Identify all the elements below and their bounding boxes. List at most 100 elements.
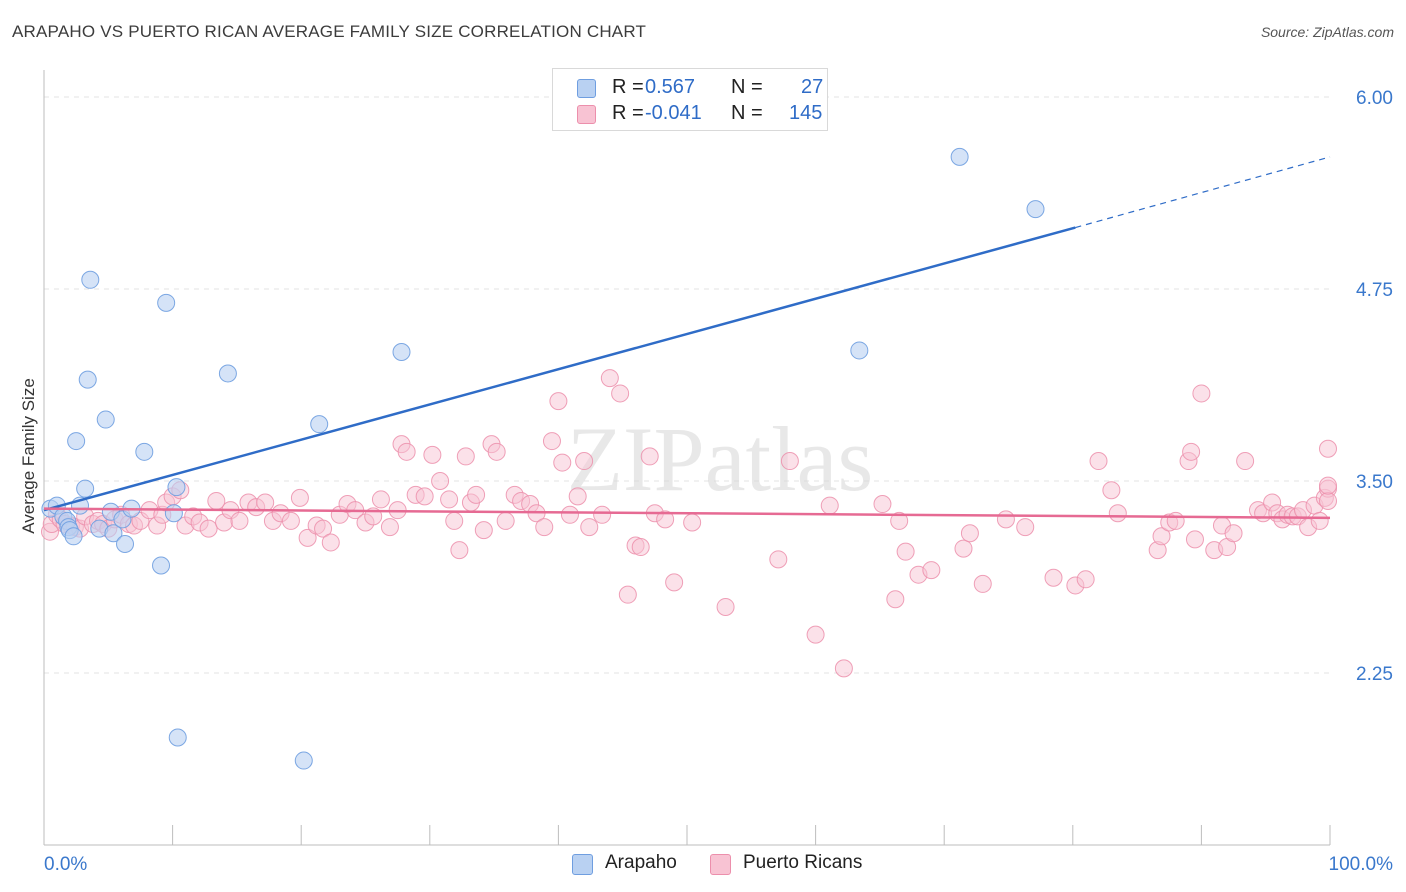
puerto-ricans-point bbox=[256, 493, 275, 512]
x-tick-labels: 0.0% 100.0% bbox=[44, 854, 1393, 875]
arapaho-point bbox=[167, 478, 186, 497]
puerto-ricans-point bbox=[611, 384, 630, 403]
n-label: N = bbox=[731, 76, 763, 98]
puerto-ricans-point bbox=[1016, 518, 1035, 537]
puerto-ricans-point bbox=[896, 542, 915, 561]
puerto-ricans-point bbox=[397, 442, 416, 461]
grid-lines bbox=[44, 96, 1330, 674]
puerto-ricans-point bbox=[618, 585, 637, 604]
source-label: Source: ZipAtlas.com bbox=[1260, 24, 1394, 40]
puerto-ricans-point bbox=[445, 511, 464, 530]
n-value: 145 bbox=[789, 102, 823, 124]
puerto-ricans-point bbox=[683, 513, 702, 532]
arapaho-points bbox=[41, 147, 1045, 770]
legend-label: Arapaho bbox=[605, 852, 677, 873]
puerto-ricans-point bbox=[769, 550, 788, 569]
puerto-ricans-point bbox=[886, 590, 905, 609]
arapaho-point bbox=[64, 527, 83, 546]
puerto-ricans-point bbox=[450, 541, 469, 560]
y-axis-label: Average Family Size bbox=[19, 378, 38, 534]
puerto-ricans-point bbox=[1044, 568, 1063, 587]
puerto-ricans-point bbox=[780, 452, 799, 471]
watermark: ZIPatlas bbox=[567, 408, 874, 510]
puerto-ricans-point bbox=[230, 511, 249, 530]
puerto-ricans-point bbox=[380, 518, 399, 537]
r-value: -0.041 bbox=[645, 102, 702, 124]
puerto-ricans-point bbox=[1166, 511, 1185, 530]
arapaho-point bbox=[218, 364, 237, 383]
arapaho-point bbox=[157, 293, 176, 312]
puerto-ricans-point bbox=[600, 369, 619, 388]
puerto-ricans-point bbox=[496, 511, 515, 530]
chart-title: ARAPAHO VS PUERTO RICAN AVERAGE FAMILY S… bbox=[12, 22, 647, 41]
puerto-ricans-point bbox=[535, 518, 554, 537]
puerto-ricans-point bbox=[1310, 511, 1329, 530]
puerto-ricans-point bbox=[1089, 452, 1108, 471]
puerto-ricans-point bbox=[593, 505, 612, 524]
puerto-ricans-point bbox=[456, 447, 475, 466]
axes bbox=[43, 70, 1331, 846]
puerto-ricans-point bbox=[467, 485, 486, 504]
puerto-ricans-point bbox=[314, 519, 333, 538]
arapaho-point bbox=[164, 504, 183, 523]
x-tick-label: 100.0% bbox=[1329, 854, 1394, 875]
puerto-ricans-point bbox=[415, 487, 434, 506]
arapaho-point bbox=[1026, 200, 1045, 219]
arapaho-point bbox=[152, 556, 171, 575]
puerto-ricans-point bbox=[922, 561, 941, 580]
arapaho-point bbox=[76, 479, 95, 498]
arapaho-point bbox=[67, 432, 86, 451]
arapaho-point bbox=[135, 442, 154, 461]
puerto-ricans-point bbox=[549, 392, 568, 411]
puerto-ricans-point bbox=[431, 472, 450, 490]
legend-label: Puerto Ricans bbox=[743, 852, 863, 873]
puerto-ricans-point bbox=[820, 496, 839, 515]
puerto-ricans-point bbox=[1152, 527, 1171, 546]
puerto-ricans-point bbox=[890, 511, 909, 530]
puerto-ricans-point bbox=[281, 511, 300, 530]
y-tick-label: 4.75 bbox=[1356, 280, 1393, 301]
r-label: R = bbox=[612, 102, 644, 124]
puerto-ricans-point bbox=[640, 447, 659, 466]
y-tick-label: 3.50 bbox=[1356, 472, 1393, 493]
arapaho-point bbox=[392, 342, 411, 361]
puerto-ricans-point bbox=[1319, 476, 1337, 495]
puerto-ricans-swatch bbox=[710, 854, 731, 875]
y-tick-label: 2.25 bbox=[1356, 664, 1393, 685]
y-tick-label: 6.00 bbox=[1356, 88, 1393, 109]
arapaho-point bbox=[850, 341, 869, 360]
arapaho-trend-line bbox=[43, 226, 1076, 512]
arapaho-point bbox=[81, 270, 100, 289]
puerto-ricans-point bbox=[656, 510, 675, 529]
puerto-ricans-point bbox=[1076, 570, 1095, 589]
arapaho-point bbox=[104, 524, 123, 543]
puerto-ricans-point bbox=[568, 487, 587, 506]
arapaho-swatch bbox=[572, 854, 593, 875]
puerto-ricans-point bbox=[1224, 524, 1243, 543]
r-label: R = bbox=[612, 76, 644, 98]
arapaho-point bbox=[116, 534, 135, 553]
r-value: 0.567 bbox=[645, 76, 696, 98]
puerto-ricans-point bbox=[423, 445, 442, 464]
puerto-ricans-point bbox=[371, 490, 390, 509]
trend-lines bbox=[43, 156, 1331, 520]
arapaho-swatch bbox=[577, 79, 596, 98]
puerto-ricans-point bbox=[1108, 504, 1127, 523]
puerto-ricans-swatch bbox=[577, 105, 596, 124]
puerto-ricans-point bbox=[290, 488, 309, 507]
n-value: 27 bbox=[801, 76, 824, 98]
puerto-ricans-point bbox=[1182, 442, 1201, 461]
puerto-ricans-point bbox=[834, 659, 853, 678]
puerto-ricans-point bbox=[873, 495, 892, 514]
puerto-ricans-point bbox=[440, 490, 459, 509]
puerto-ricans-point bbox=[954, 539, 973, 558]
puerto-ricans-point bbox=[474, 521, 493, 540]
puerto-ricans-point bbox=[806, 625, 825, 644]
x-tick-label: 0.0% bbox=[44, 854, 87, 875]
puerto-ricans-point bbox=[960, 524, 979, 543]
puerto-ricans-point bbox=[631, 538, 650, 557]
puerto-ricans-point bbox=[560, 505, 579, 524]
puerto-ricans-point bbox=[542, 432, 561, 451]
correlation-legend: R = 0.567 N = 27 R = -0.041 N = 145 bbox=[552, 68, 828, 131]
puerto-ricans-point bbox=[298, 528, 317, 547]
